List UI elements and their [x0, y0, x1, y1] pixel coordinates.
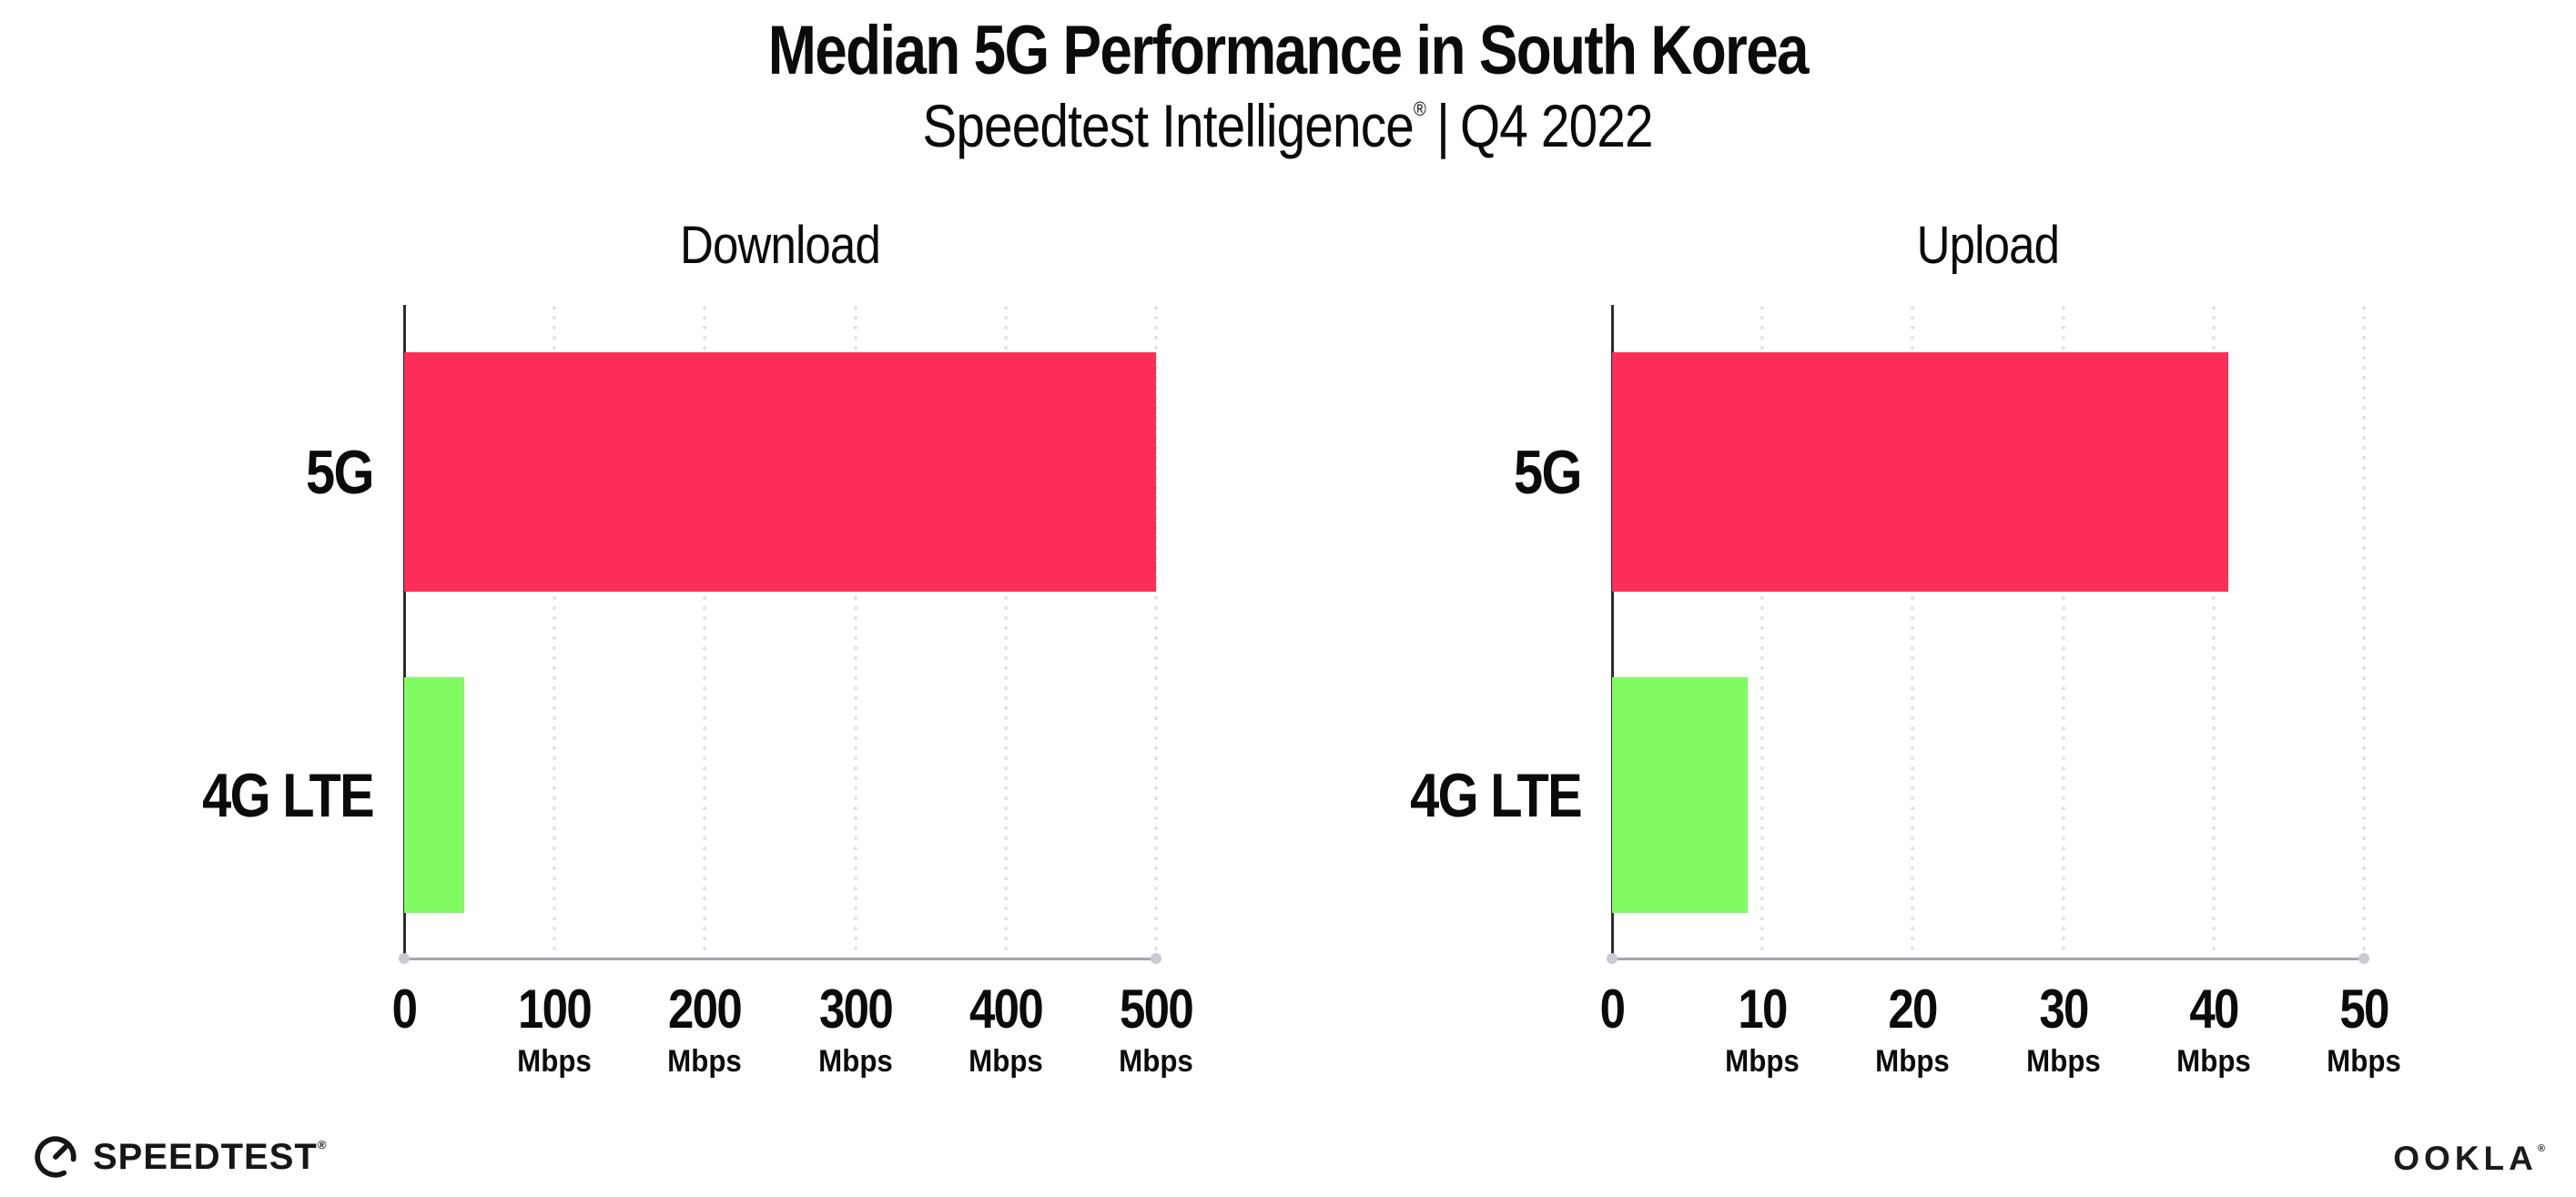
- x-tick-value: 500: [1120, 979, 1194, 1040]
- x-tick-value: 0: [391, 979, 418, 1040]
- x-axis-line: [1612, 958, 2364, 960]
- x-tick-value: 0: [1599, 979, 1626, 1040]
- x-tick-100: 100 Mbps: [512, 978, 597, 1080]
- x-axis-line: [404, 958, 1156, 960]
- gridline-40: [2211, 305, 2216, 958]
- subtitle-separator: |: [1436, 92, 1451, 159]
- upload-chart-title-text: Upload: [1916, 216, 2060, 275]
- axis-end-dot-right: [2358, 953, 2369, 964]
- x-tick-unit: Mbps: [667, 1044, 743, 1079]
- x-tick-value: 10: [1738, 979, 1789, 1040]
- x-tick-500: 500 Mbps: [1113, 978, 1199, 1080]
- x-tick-300: 300 Mbps: [813, 978, 898, 1080]
- bar-5g: [404, 352, 1156, 592]
- y-label-5g: 5G: [306, 437, 374, 507]
- download-chart-title: Download: [404, 215, 1156, 276]
- bar-4g-lte: [1612, 677, 1748, 913]
- ookla-registered-mark: ®: [2537, 1143, 2545, 1154]
- subtitle-brand: Speedtest Intelligence: [922, 92, 1415, 159]
- download-chart-title-text: Download: [680, 216, 881, 275]
- speedtest-registered-mark: ®: [317, 1137, 328, 1151]
- x-tick-value: 400: [969, 979, 1044, 1040]
- axis-end-dot-right: [1151, 953, 1161, 964]
- gridline-100: [553, 305, 557, 958]
- x-tick-unit: Mbps: [1875, 1044, 1951, 1079]
- axis-end-dot-left: [399, 953, 410, 964]
- axis-end-dot-left: [1607, 953, 1618, 964]
- upload-chart-plot: 0 10 Mbps 20 Mbps 30 Mbps 40 Mbps 50 Mbps 5G 4G LTE: [1410, 305, 2401, 1079]
- page-title: Median 5G Performance in South Korea: [0, 11, 2576, 90]
- x-tick-value: 20: [1888, 979, 1939, 1040]
- registered-mark: ®: [1414, 97, 1426, 120]
- gridline-10: [1760, 305, 1765, 958]
- gridline-400: [1003, 305, 1008, 958]
- x-tick-unit: Mbps: [968, 1044, 1043, 1079]
- x-tick-unit: Mbps: [2175, 1044, 2251, 1079]
- y-label-4g-lte: 4G LTE: [1410, 760, 1583, 830]
- y-axis-line: [403, 305, 406, 958]
- x-tick-unit: Mbps: [817, 1044, 893, 1079]
- gridline-500: [1154, 305, 1158, 958]
- x-tick-unit: Mbps: [2025, 1044, 2101, 1079]
- x-tick-200: 200 Mbps: [662, 978, 747, 1080]
- speedtest-logo: SPEEDTEST®: [33, 1134, 327, 1180]
- speedtest-logo-text: SPEEDTEST®: [93, 1137, 327, 1178]
- x-tick-40: 40 Mbps: [2173, 978, 2254, 1080]
- x-tick-value: 30: [2038, 979, 2089, 1040]
- page-subtitle-text: Speedtest Intelligence® | Q4 2022: [922, 91, 1654, 160]
- x-tick-400: 400 Mbps: [963, 978, 1049, 1080]
- y-axis-line: [1611, 305, 1614, 958]
- x-tick-20: 20 Mbps: [1872, 978, 1953, 1080]
- speedtest-gauge-icon: [35, 1136, 76, 1178]
- ookla-logo: OOKLA®: [2393, 1140, 2545, 1178]
- subtitle-period: Q4 2022: [1460, 92, 1654, 159]
- page-subtitle: Speedtest Intelligence® | Q4 2022: [0, 91, 2576, 160]
- x-tick-value: 100: [518, 979, 593, 1040]
- upload-chart-title: Upload: [1612, 215, 2364, 276]
- gridline-300: [853, 305, 857, 958]
- gridline-20: [1911, 305, 1915, 958]
- bar-4g-lte: [404, 677, 465, 913]
- x-tick-value: 50: [2339, 979, 2389, 1040]
- ookla-logo-text: OOKLA: [2393, 1140, 2538, 1177]
- x-tick-unit: Mbps: [1725, 1044, 1800, 1079]
- x-tick-value: 300: [818, 979, 894, 1040]
- gridline-200: [703, 305, 707, 958]
- gridline-50: [2362, 305, 2366, 958]
- gridline-30: [2061, 305, 2065, 958]
- x-tick-0: 0: [390, 978, 418, 1040]
- download-chart-plot: 0 100 Mbps 200 Mbps 300 Mbps 400 Mbps 500 Mbps 5G 4G…: [202, 305, 1194, 1079]
- x-tick-0: 0: [1597, 978, 1626, 1040]
- page-title-text: Median 5G Performance in South Korea: [767, 12, 1810, 89]
- speedtest-wordmark: SPEEDTEST: [93, 1136, 318, 1177]
- y-label-4g-lte: 4G LTE: [202, 760, 375, 830]
- x-tick-unit: Mbps: [1119, 1044, 1193, 1079]
- x-tick-value: 40: [2189, 979, 2239, 1040]
- x-tick-10: 10 Mbps: [1722, 978, 1803, 1080]
- x-tick-value: 200: [668, 979, 743, 1040]
- x-tick-unit: Mbps: [517, 1044, 593, 1079]
- x-tick-30: 30 Mbps: [2023, 978, 2104, 1080]
- bar-5g: [1612, 352, 2229, 592]
- y-label-5g: 5G: [1514, 437, 1582, 507]
- x-tick-50: 50 Mbps: [2324, 978, 2405, 1080]
- x-tick-unit: Mbps: [2327, 1044, 2401, 1079]
